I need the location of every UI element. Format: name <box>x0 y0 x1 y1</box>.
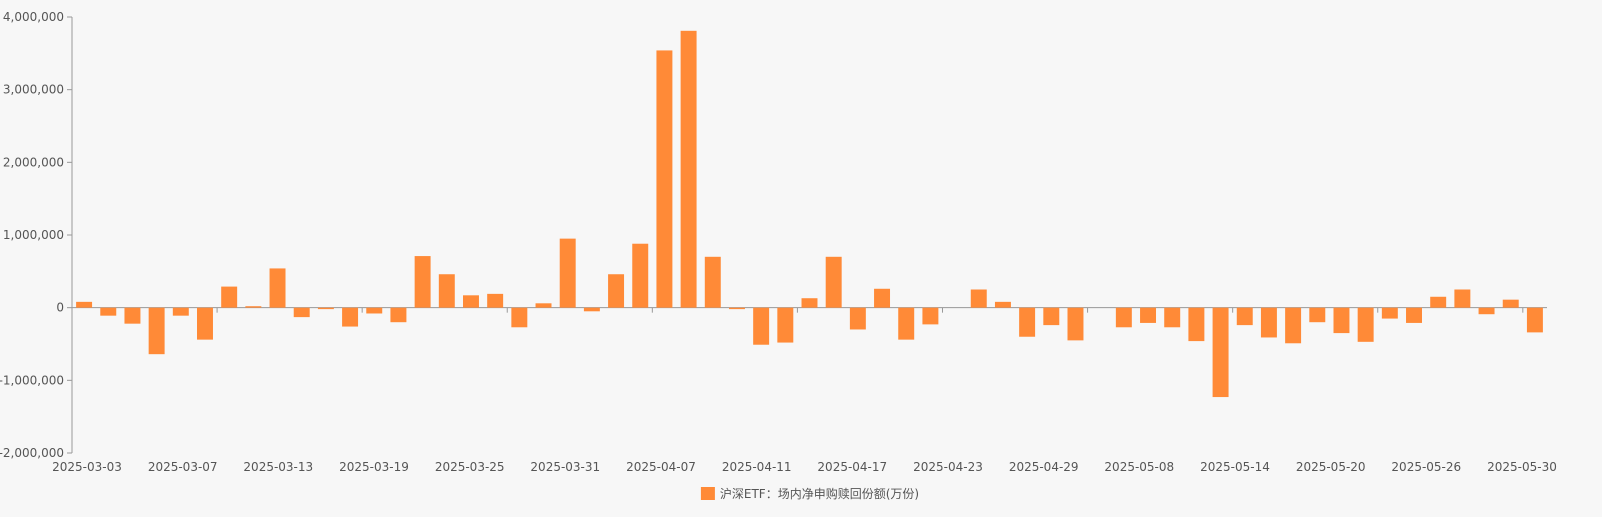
bar[interactable] <box>608 274 625 308</box>
bar[interactable] <box>704 256 721 308</box>
x-tick-label: 2025-03-13 <box>243 460 313 474</box>
bar[interactable] <box>438 274 455 308</box>
bar[interactable] <box>1067 307 1084 341</box>
bar[interactable] <box>1212 307 1229 398</box>
x-tick-label: 2025-05-08 <box>1104 460 1174 474</box>
bar[interactable] <box>535 303 552 308</box>
bar[interactable] <box>849 307 866 330</box>
x-tick-label: 2025-04-23 <box>913 460 983 474</box>
bar[interactable] <box>994 301 1011 308</box>
bar[interactable] <box>1188 307 1205 342</box>
y-tick-label: 2,000,000 <box>3 155 64 169</box>
bar[interactable] <box>1526 307 1543 333</box>
bar[interactable] <box>632 243 649 308</box>
bar[interactable] <box>1140 307 1157 323</box>
bar[interactable] <box>463 295 479 308</box>
y-tick-label: -2,000,000 <box>0 446 64 460</box>
bar[interactable] <box>293 307 310 318</box>
y-tick-label: 0 <box>56 301 64 315</box>
bar[interactable] <box>342 307 359 327</box>
bar[interactable] <box>100 307 117 316</box>
bar[interactable] <box>124 307 141 324</box>
bar[interactable] <box>656 50 673 308</box>
bar[interactable] <box>1043 307 1060 326</box>
y-tick-label: 4,000,000 <box>3 10 64 24</box>
bar[interactable] <box>1236 307 1253 326</box>
bar[interactable] <box>922 307 939 325</box>
bar[interactable] <box>680 30 697 308</box>
bar[interactable] <box>1502 299 1519 308</box>
x-tick-label: 2025-03-31 <box>530 460 600 474</box>
x-tick-label: 2025-05-26 <box>1391 460 1461 474</box>
x-tick-label: 2025-05-14 <box>1200 460 1270 474</box>
bar[interactable] <box>874 288 891 308</box>
y-tick-label: 3,000,000 <box>3 83 64 97</box>
bar[interactable] <box>1260 307 1277 338</box>
x-tick-label: 2025-05-30 <box>1487 460 1557 474</box>
x-tick-label: 2025-03-03 <box>52 460 122 474</box>
bar[interactable] <box>487 293 504 308</box>
bar[interactable] <box>1430 296 1447 308</box>
x-tick-label: 2025-03-07 <box>148 460 218 474</box>
bar[interactable] <box>1019 307 1036 337</box>
bar[interactable] <box>390 307 407 323</box>
x-tick-label: 2025-04-29 <box>1009 460 1079 474</box>
bar[interactable] <box>1357 307 1374 342</box>
legend-swatch[interactable] <box>700 487 715 500</box>
bar[interactable] <box>1285 307 1302 344</box>
bar[interactable] <box>753 307 770 345</box>
bar[interactable] <box>245 306 262 308</box>
bar[interactable] <box>76 301 93 308</box>
bar[interactable] <box>583 307 600 312</box>
bar[interactable] <box>414 256 431 308</box>
bar[interactable] <box>1381 307 1398 319</box>
bar[interactable] <box>825 256 842 308</box>
bar[interactable] <box>317 307 334 310</box>
bar[interactable] <box>801 298 818 308</box>
legend[interactable]: 沪深ETF：场内净申购赎回份额(万份) <box>700 486 919 501</box>
bar[interactable] <box>366 307 383 314</box>
bar[interactable] <box>559 238 576 308</box>
bar[interactable] <box>197 307 213 340</box>
bar[interactable] <box>221 286 238 308</box>
x-tick-label: 2025-04-17 <box>817 460 887 474</box>
bar[interactable] <box>511 307 528 328</box>
x-tick-label: 2025-03-25 <box>435 460 505 474</box>
y-tick-label: 1,000,000 <box>3 228 64 242</box>
x-tick-label: 2025-05-20 <box>1296 460 1366 474</box>
y-tick-label: -1,000,000 <box>0 373 64 387</box>
bar[interactable] <box>1164 307 1181 328</box>
bar[interactable] <box>269 268 286 308</box>
bar[interactable] <box>1333 307 1350 334</box>
bar[interactable] <box>1406 307 1422 323</box>
bar[interactable] <box>1478 307 1495 315</box>
bar[interactable] <box>1454 289 1471 308</box>
bar[interactable] <box>777 307 794 343</box>
x-tick-label: 2025-04-07 <box>626 460 696 474</box>
legend-label[interactable]: 沪深ETF：场内净申购赎回份额(万份) <box>720 486 919 501</box>
bar[interactable] <box>1115 307 1132 328</box>
bar[interactable] <box>172 307 189 316</box>
bar[interactable] <box>728 307 745 310</box>
bar[interactable] <box>1309 307 1326 323</box>
bar[interactable] <box>970 289 987 308</box>
bar[interactable] <box>898 307 915 340</box>
x-tick-label: 2025-03-19 <box>339 460 409 474</box>
x-tick-label: 2025-04-11 <box>722 460 792 474</box>
bar[interactable] <box>148 307 165 355</box>
